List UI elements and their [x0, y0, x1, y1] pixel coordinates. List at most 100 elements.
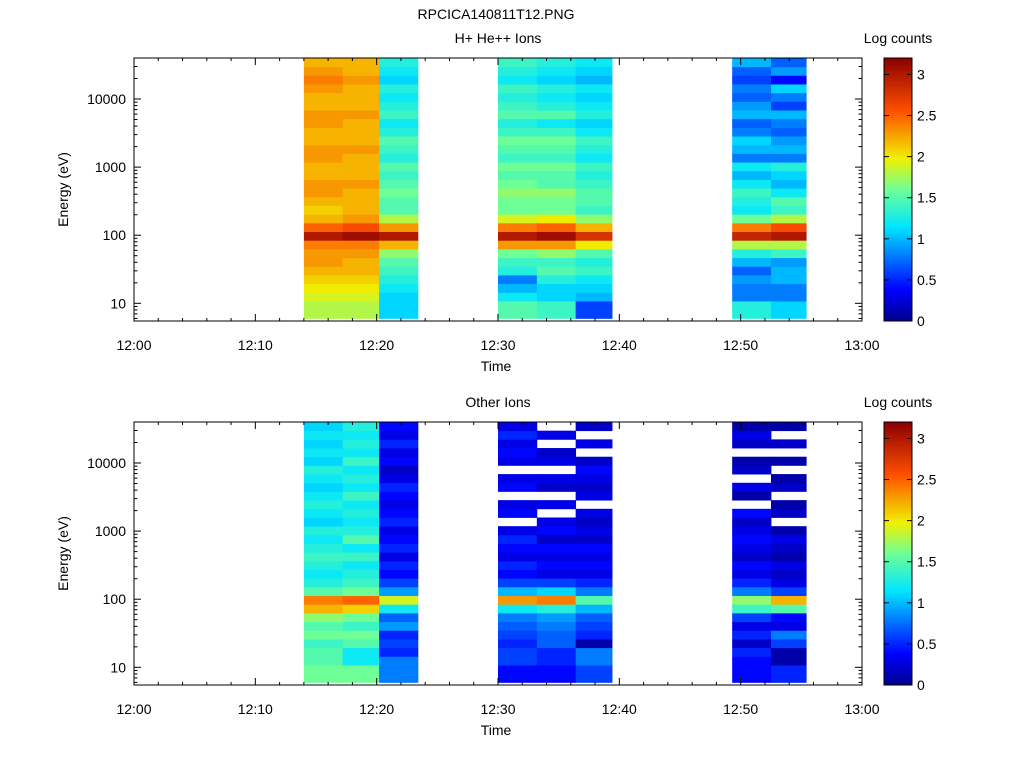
colorbar-segment — [884, 660, 912, 663]
colorbar-segment — [884, 551, 912, 554]
heatmap-cell — [379, 309, 419, 319]
heatmap-cell — [732, 205, 772, 215]
heatmap-cell — [303, 266, 344, 276]
y-tick-label: 10 — [110, 659, 126, 675]
heatmap-cell — [575, 58, 613, 68]
heatmap-cell — [771, 248, 807, 259]
heatmap-cell — [379, 552, 419, 562]
heatmap-cell — [575, 474, 613, 484]
heatmap-cell — [498, 127, 538, 137]
colorbar-segment — [884, 532, 912, 536]
colorbar-segment — [884, 314, 912, 318]
heatmap-cell — [498, 569, 538, 579]
colorbar-segment — [884, 162, 912, 166]
colorbar-segment — [884, 569, 912, 573]
heatmap-cell — [575, 283, 613, 293]
heatmap-cell — [536, 266, 577, 276]
colorbar-segment — [884, 199, 912, 203]
colorbar-segment — [884, 648, 912, 651]
heatmap-cell — [732, 482, 772, 492]
heatmap-cell — [498, 179, 538, 189]
heatmap-cell — [303, 578, 344, 588]
colorbar-segment — [884, 271, 912, 275]
heatmap-cell — [732, 630, 772, 640]
heatmap-cell — [342, 456, 380, 466]
colorbar-segment — [884, 680, 912, 684]
y-tick-label: 10 — [110, 295, 126, 311]
heatmap-cell — [536, 560, 577, 570]
heatmap-cell — [379, 301, 419, 311]
colorbar-segment — [884, 637, 912, 641]
colorbar-segment — [884, 306, 912, 310]
x-tick-label: 12:10 — [238, 337, 273, 353]
heatmap-cell — [342, 162, 380, 172]
colorbar-segment — [884, 70, 912, 73]
colorbar-segment — [884, 298, 912, 301]
colorbar-segment — [884, 682, 912, 686]
heatmap-cell — [498, 58, 538, 68]
heatmap-cell — [732, 84, 772, 94]
heatmap-cell — [732, 283, 772, 293]
colorbar-segment — [884, 430, 912, 433]
heatmap-cell — [771, 214, 807, 224]
colorbar-segment — [884, 191, 912, 195]
heatmap-cell — [732, 58, 772, 68]
colorbar-segment — [884, 279, 912, 283]
y-tick-label: 10000 — [87, 91, 126, 107]
x-tick-label: 12:00 — [116, 701, 151, 717]
colorbar-segment — [884, 465, 912, 468]
heatmap-cell — [498, 118, 538, 128]
heatmap-cell — [536, 621, 577, 631]
heatmap-cell — [575, 118, 613, 128]
heatmap-cell — [303, 257, 344, 267]
heatmap-cell — [342, 196, 380, 206]
heatmap-cell — [342, 448, 380, 458]
colorbar-segment — [884, 448, 912, 452]
heatmap-cell — [732, 127, 772, 137]
heatmap-cell — [732, 275, 772, 285]
colorbar-segment — [884, 676, 912, 680]
heatmap-cell — [379, 222, 419, 233]
colorbar-segment — [884, 247, 912, 250]
heatmap-cell — [536, 430, 577, 440]
colorbar-segment — [884, 304, 912, 308]
heatmap-cell — [379, 214, 419, 224]
colorbar-segment — [884, 127, 912, 131]
heatmap-cell — [498, 656, 538, 666]
colorbar-segment — [884, 99, 912, 102]
heatmap-cell — [379, 231, 419, 241]
heatmap-cell — [303, 136, 344, 146]
colorbar-segment — [884, 485, 912, 489]
heatmap-cell — [342, 66, 380, 76]
heatmap-cell — [342, 500, 380, 510]
heatmap-cell — [379, 595, 419, 605]
heatmap-cell — [303, 595, 344, 605]
heatmap-cell — [575, 222, 613, 233]
heatmap-cell — [575, 517, 613, 527]
heatmap-cell — [303, 534, 344, 544]
heatmap-cell — [379, 656, 419, 666]
colorbar-segment — [884, 553, 912, 557]
x-tick-label: 12:30 — [480, 337, 515, 353]
colorbar-tick-label: 3 — [917, 430, 925, 446]
colorbar-segment — [884, 113, 912, 117]
heatmap-cell — [342, 656, 380, 666]
colorbar-segment — [884, 559, 912, 563]
colorbar-segment — [884, 203, 912, 207]
heatmap-cell — [303, 205, 344, 215]
heatmap-cell — [303, 222, 344, 233]
heatmap-cell — [498, 214, 538, 224]
heatmap-cell — [342, 179, 380, 189]
colorbar-segment — [884, 123, 912, 127]
colorbar-segment — [884, 434, 912, 437]
heatmap-cell — [342, 552, 380, 562]
heatmap-cell — [771, 196, 807, 206]
heatmap-cell — [498, 66, 538, 76]
colorbar-segment — [884, 234, 912, 238]
heatmap-cell — [379, 630, 419, 640]
heatmap-cell — [303, 665, 344, 675]
colorbar-segment — [884, 160, 912, 164]
colorbar-segment — [884, 491, 912, 495]
colorbar-tick-label: 2 — [917, 513, 925, 529]
